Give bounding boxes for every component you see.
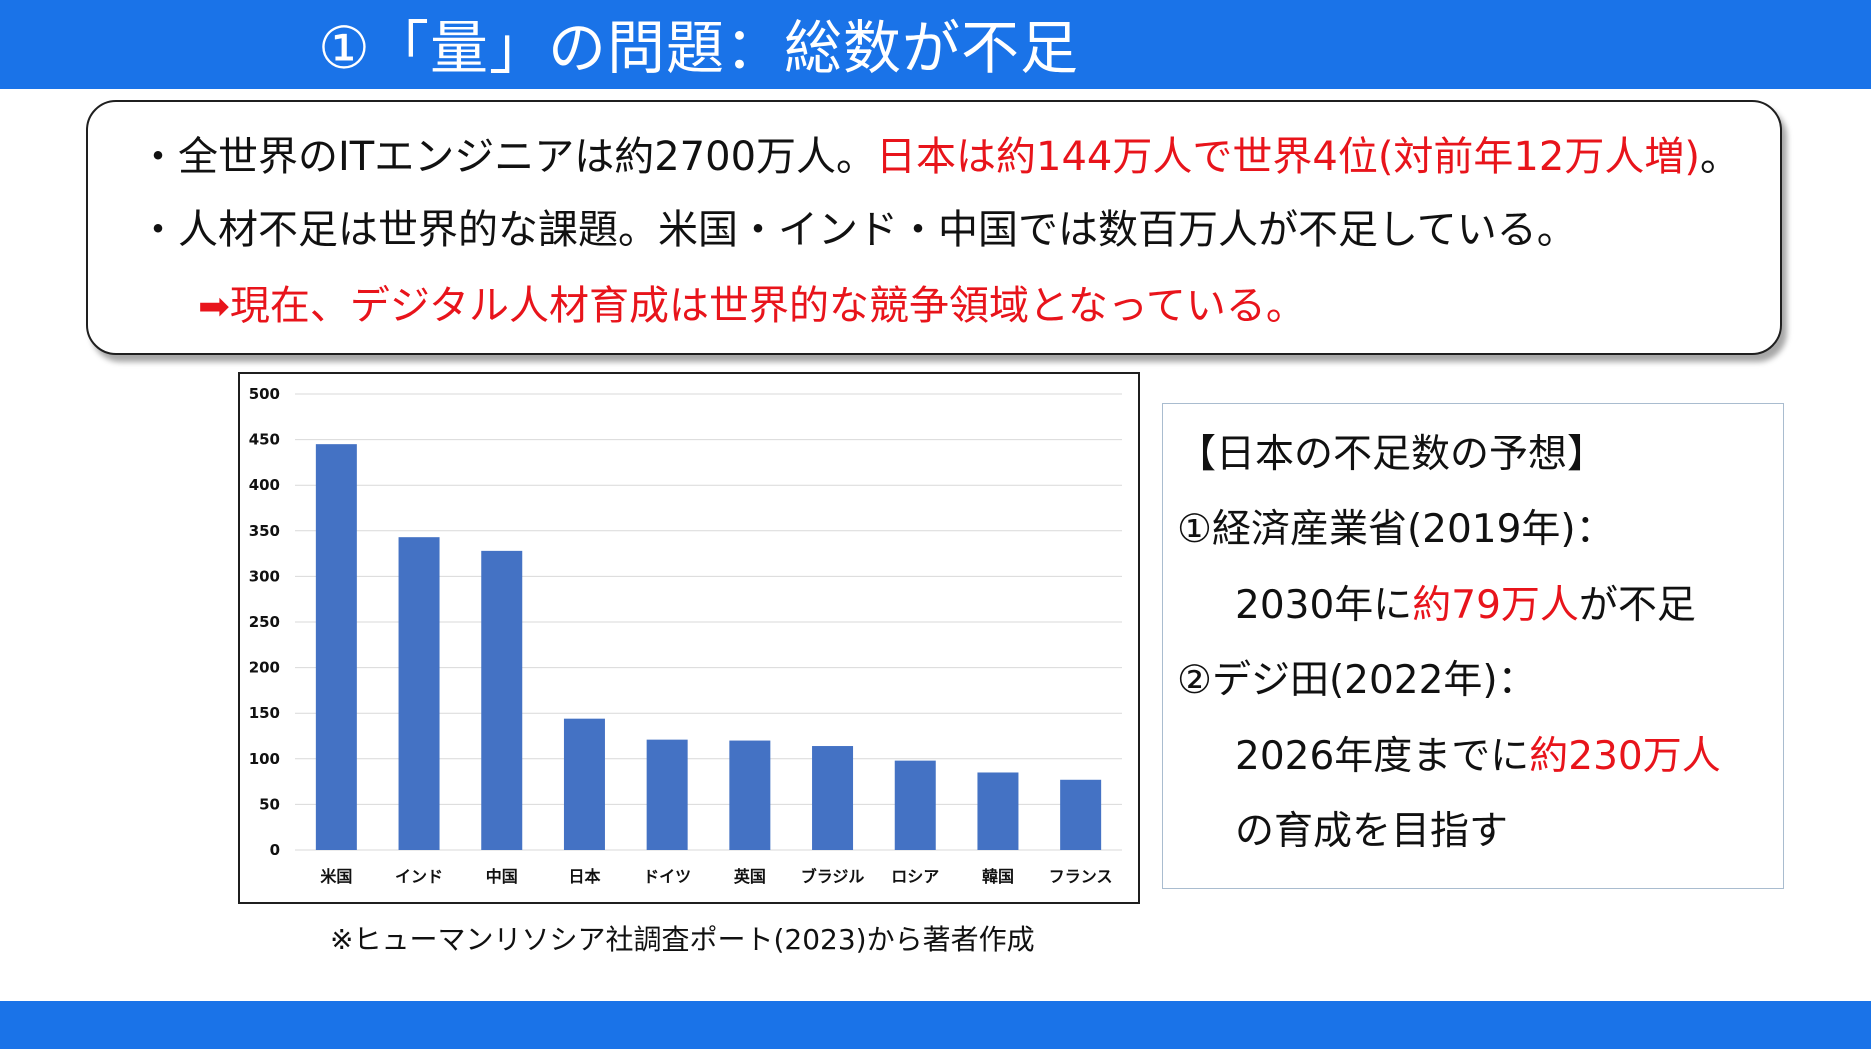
- summary-line-3-text: 現在、デジタル人材育成は世界的な競争領域となっている。: [229, 283, 1306, 329]
- forecast-box: 【日本の不足数の予想】 ①経済産業省(2019年)： 2030年に約79万人が不…: [1162, 403, 1784, 889]
- y-tick-label: 200: [249, 659, 280, 677]
- forecast-item2-detail: 2026年度までに約230万人: [1235, 729, 1721, 785]
- bar-0: [315, 444, 357, 850]
- y-tick-label: 250: [249, 613, 280, 631]
- x-category-label: ドイツ: [643, 867, 691, 886]
- forecast-item1-detail: 2030年に約79万人が不足: [1235, 578, 1696, 634]
- bar-2: [481, 550, 523, 850]
- x-category-label: ブラジル: [801, 867, 865, 886]
- forecast-item1-prefix: 2030年に: [1235, 583, 1413, 628]
- y-tick-label: 50: [259, 795, 280, 813]
- bar-chart-svg: 0 50 100 150 200 250 300 350 400 450 500 米国 インド 中国 日本 ド…: [249, 385, 1122, 886]
- y-tick-label: 450: [249, 431, 280, 449]
- forecast-item1-label: ①経済産業省(2019年)：: [1177, 507, 1615, 552]
- y-tick-label: 500: [249, 385, 280, 403]
- x-category-label: ロシア: [891, 867, 939, 886]
- bar-6: [812, 746, 854, 850]
- x-category-label: 韓国: [982, 867, 1014, 886]
- x-category-label: 英国: [733, 867, 766, 886]
- footer-bar: [0, 1001, 1871, 1049]
- y-tick-label: 300: [249, 567, 280, 585]
- x-category-label: 米国: [320, 867, 352, 886]
- x-category-label: フランス: [1049, 867, 1113, 886]
- summary-box: ・全世界のITエンジニアは約2700万人。日本は約144万人で世界4位(対前年1…: [86, 100, 1782, 355]
- forecast-item1-suffix: が不足: [1578, 583, 1696, 628]
- y-tick-label: 400: [249, 476, 280, 494]
- header-bar: [0, 0, 1871, 89]
- forecast-item2-suffix: の育成を目指す: [1235, 809, 1509, 854]
- slide-title: ①「量」の問題：総数が不足: [318, 14, 1079, 82]
- forecast-item2-label: ②デジ田(2022年)：: [1177, 658, 1537, 703]
- arrow-right-icon: ➡: [198, 284, 230, 328]
- bar-7: [894, 760, 936, 850]
- bar-chart: 0 50 100 150 200 250 300 350 400 450 500 米国 インド 中国 日本 ド…: [238, 372, 1140, 904]
- bar-4: [646, 739, 688, 850]
- bar-5: [729, 740, 771, 850]
- summary-line-1-highlight: 日本は約144万人で世界4位(対前年12万人増): [876, 134, 1700, 180]
- bar-3: [563, 718, 605, 850]
- summary-line-1-end: 。: [1699, 134, 1740, 180]
- y-tick-label: 350: [249, 522, 280, 540]
- y-tick-label: 0: [270, 841, 280, 859]
- x-category-label: 中国: [486, 867, 518, 886]
- forecast-item2-highlight: 約230万人: [1529, 734, 1721, 779]
- x-category-label: インド: [395, 867, 443, 886]
- bar-9: [1060, 779, 1102, 850]
- forecast-item1-highlight: 約79万人: [1412, 583, 1579, 628]
- summary-line-1-text: ・全世界のITエンジニアは約2700万人。: [138, 134, 877, 180]
- summary-line-2: ・人材不足は世界的な課題。米国・インド・中国では数百万人が不足している。: [138, 207, 1577, 253]
- bar-1: [398, 537, 440, 850]
- summary-line-1: ・全世界のITエンジニアは約2700万人。日本は約144万人で世界4位(対前年1…: [138, 129, 1740, 185]
- x-category-label: 日本: [568, 867, 600, 886]
- source-note: ※ヒューマンリソシア社調査ポート(2023)から著者作成: [330, 923, 1035, 956]
- summary-line-3: ➡現在、デジタル人材育成は世界的な競争領域となっている。: [198, 278, 1306, 334]
- y-tick-label: 100: [249, 750, 280, 768]
- forecast-heading: 【日本の不足数の予想】: [1177, 432, 1607, 477]
- y-tick-label: 150: [249, 704, 280, 722]
- forecast-item2-prefix: 2026年度までに: [1235, 734, 1530, 779]
- bar-8: [977, 772, 1019, 850]
